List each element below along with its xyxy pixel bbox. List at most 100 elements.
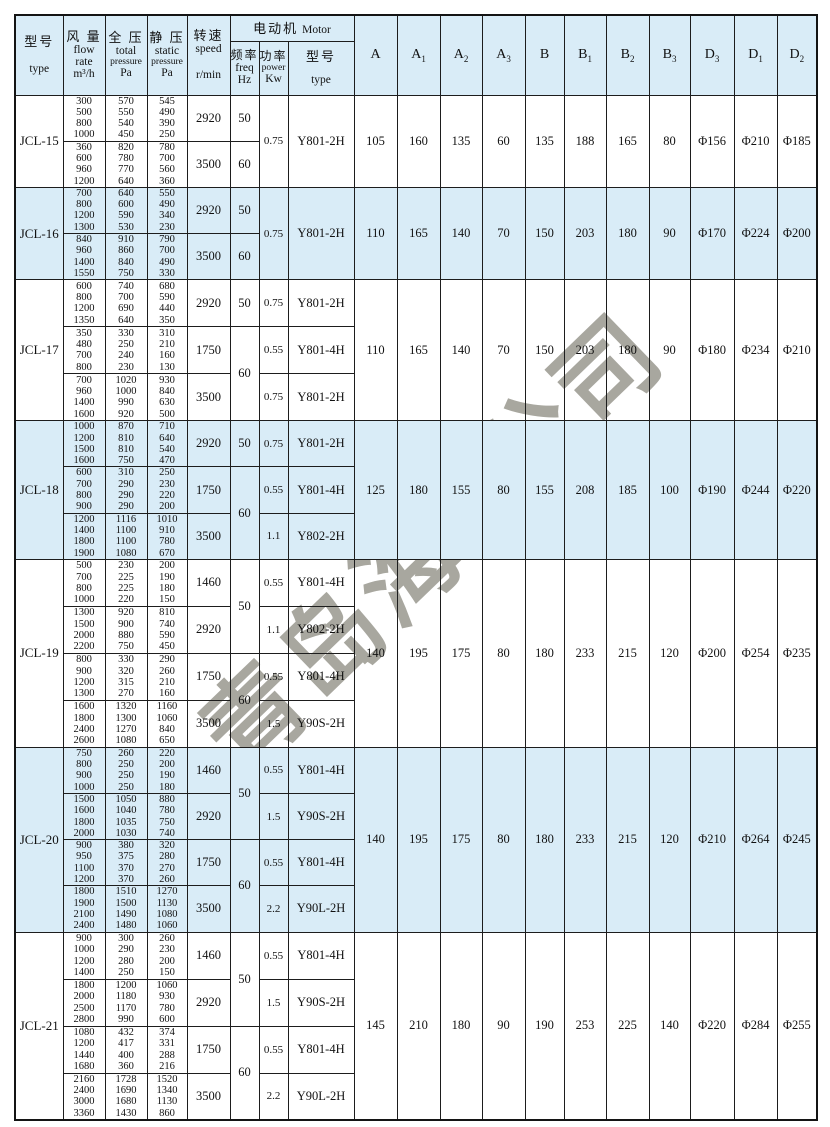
total-value: 1680 (115, 1096, 137, 1108)
flow-value: 800 (76, 759, 92, 771)
static-value: 374 (159, 1026, 175, 1038)
cell-dim-b1: 233 (563, 558, 607, 748)
static-value: 790 (159, 234, 175, 246)
cell-dim-b2: 185 (605, 420, 650, 560)
cell-model: JCL-15 (14, 94, 64, 188)
cell-static: 250 230 220 200 (146, 466, 188, 514)
cell-flow: 700 800 1200 1300 (62, 186, 106, 235)
total-value: 417 (118, 1038, 134, 1050)
total-value: 750 (118, 267, 134, 279)
static-value: 490 (159, 199, 175, 211)
flow-value: 960 (76, 385, 92, 397)
cell-dim-d1: Φ264 (733, 746, 778, 933)
static-value: 860 (159, 1107, 175, 1119)
total-value: 1270 (115, 723, 137, 735)
flow-value: 900 (76, 840, 92, 852)
cell-flow: 900 950 1100 1200 (62, 839, 106, 887)
cell-power: 0.55 (258, 839, 289, 887)
flow-value: 1200 (73, 303, 95, 315)
table-row: 900 950 1100 1200 380 375 370 370 320 280 270 260 17… (15, 839, 817, 933)
static-value: 1270 (156, 886, 178, 898)
cell-dim-a: 140 (353, 746, 398, 933)
total-value: 530 (118, 221, 134, 233)
flow-value: 3360 (73, 1107, 95, 1119)
cell-freq: 60 (229, 839, 260, 933)
flow-value: 900 (76, 501, 92, 513)
cell-motor-type: Y801-4H (287, 466, 355, 514)
total-value: 1030 (115, 827, 137, 839)
cell-dim-a1: 195 (396, 746, 441, 933)
flow-value: 1200 (73, 175, 95, 187)
cell-dim-a3: 70 (481, 279, 526, 422)
cell-dim-d3: Φ190 (689, 420, 735, 560)
table-row: JCL-15 300 500 800 1000 570 550 540 450 545 490 390… (14, 94, 818, 188)
static-value: 260 (159, 874, 175, 886)
total-value: 1690 (115, 1085, 137, 1097)
total-value: 840 (118, 256, 134, 268)
total-value: 280 (118, 955, 134, 967)
cell-total: 330 320 315 270 (104, 652, 148, 701)
static-value: 200 (159, 501, 175, 513)
total-value: 370 (118, 874, 134, 886)
cell-speed: 1750 (186, 326, 231, 375)
total-value: 1480 (115, 920, 137, 932)
cell-dim-d3: Φ220 (689, 931, 735, 1121)
col-header-type-en: type (29, 63, 50, 76)
col-header-b3: B3 (648, 14, 691, 96)
total-value: 1100 (115, 524, 137, 536)
static-value: 330 (159, 267, 175, 279)
total-value: 870 (118, 421, 134, 433)
cell-dim-b3: 80 (648, 94, 691, 188)
total-value: 640 (118, 314, 134, 326)
cell-static: 790 700 490 330 (146, 233, 188, 281)
cell-static: 810 740 590 450 (146, 605, 188, 654)
cell-dim-b3: 120 (648, 746, 691, 933)
total-value: 900 (118, 618, 134, 630)
table-row: JCL-18 1000 1200 1500 1600 870 810 810 750 710 640… (14, 420, 818, 560)
flow-value: 2600 (73, 735, 95, 747)
cell-dim-d1: Φ224 (733, 186, 778, 281)
cell-speed: 1750 (186, 652, 231, 701)
col-header-static-pressure: 静 压 static pressure Pa (146, 14, 188, 96)
flow-value: 1600 (73, 408, 95, 420)
cell-total: 1200 1180 1170 990 (104, 978, 148, 1027)
total-value: 920 (118, 408, 134, 420)
total-value: 740 (118, 280, 134, 292)
flow-value: 2160 (73, 1073, 95, 1085)
flow-value: 3000 (73, 1096, 95, 1108)
static-value: 1130 (156, 897, 178, 909)
cell-static: 930 840 630 500 (146, 373, 188, 422)
total-value: 230 (118, 560, 134, 572)
flow-value: 1680 (73, 1060, 95, 1072)
cell-speed: 1750 (186, 1025, 231, 1074)
cell-freq: 60 (229, 652, 260, 748)
cell-flow: 360 600 960 1200 (62, 140, 106, 188)
total-value: 1040 (115, 805, 137, 817)
total-value: 230 (118, 361, 134, 373)
flow-value: 1600 (73, 455, 95, 467)
cell-dim-a2: 180 (439, 931, 483, 1121)
table-row: JCL-16 700 800 1200 1300 640 600 590 530 550 490 34… (14, 186, 818, 281)
flow-value: 1900 (73, 897, 95, 909)
cell-dim-b2: 215 (605, 558, 650, 748)
static-value: 780 (159, 1002, 175, 1014)
cell-flow: 750 800 900 1000 (62, 746, 106, 795)
cell-power: 0.75 (258, 186, 289, 281)
flow-value: 800 (76, 118, 92, 130)
total-value: 1080 (115, 547, 137, 559)
total-value: 820 (118, 141, 134, 153)
cell-dim-b1: 208 (563, 420, 607, 560)
cell-dim-a1: 180 (396, 420, 441, 560)
cell-power: 0.55 (258, 326, 289, 375)
cell-speed: 3500 (186, 140, 231, 188)
flow-value: 500 (76, 106, 92, 118)
static-value: 320 (159, 840, 175, 852)
static-value: 440 (159, 303, 175, 315)
static-value: 310 (159, 327, 175, 339)
cell-dim-b1: 253 (563, 931, 607, 1121)
cell-dim-b2: 165 (605, 94, 650, 188)
cell-total: 380 375 370 370 (104, 839, 148, 887)
table-row: 2160 2400 3000 3360 1728 1690 1680 1430 1520 1340… (15, 1072, 817, 1121)
static-value: 700 (159, 245, 175, 257)
